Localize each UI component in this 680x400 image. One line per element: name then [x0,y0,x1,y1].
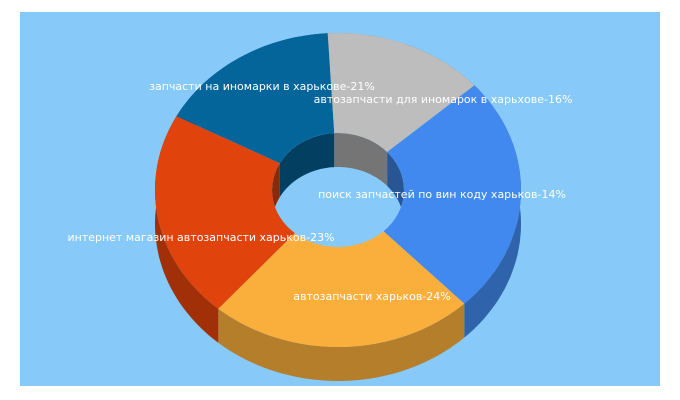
slice-inner-wall-2-0 [387,152,404,224]
slice-label-0: автозапчасти для иномарок в харьхове-16% [314,93,573,106]
slice-label-4: запчасти на иномарки в харькове-21% [149,80,375,93]
slice-label-3: интернет магазин автозапчасти харьков-23… [67,231,334,244]
slice-label-2: автозапчасти харьков-24% [293,290,450,303]
label-layer: автозапчасти для иномарок в харьхове-16%… [67,80,572,303]
slice-4 [155,116,295,309]
slice-label-1: поиск запчастей по вин коду харьков-14% [318,188,566,201]
slice-depth-3 [218,303,465,381]
donut-chart: автозапчасти для иномарок в харьхове-16%… [20,12,660,386]
slice-2 [383,85,521,304]
slice-depth-4 [155,116,219,343]
slice-1 [327,33,475,153]
top-layer [155,33,521,347]
chart-panel: автозапчасти для иномарок в харьхове-16%… [20,12,660,386]
slice-3 [218,231,465,347]
hole-layer [272,133,404,247]
slice-inner-wall-0-0 [279,133,335,198]
donut-hole [272,150,404,247]
slice-0 [176,33,335,164]
slice-inner-wall-1-0 [334,133,388,186]
